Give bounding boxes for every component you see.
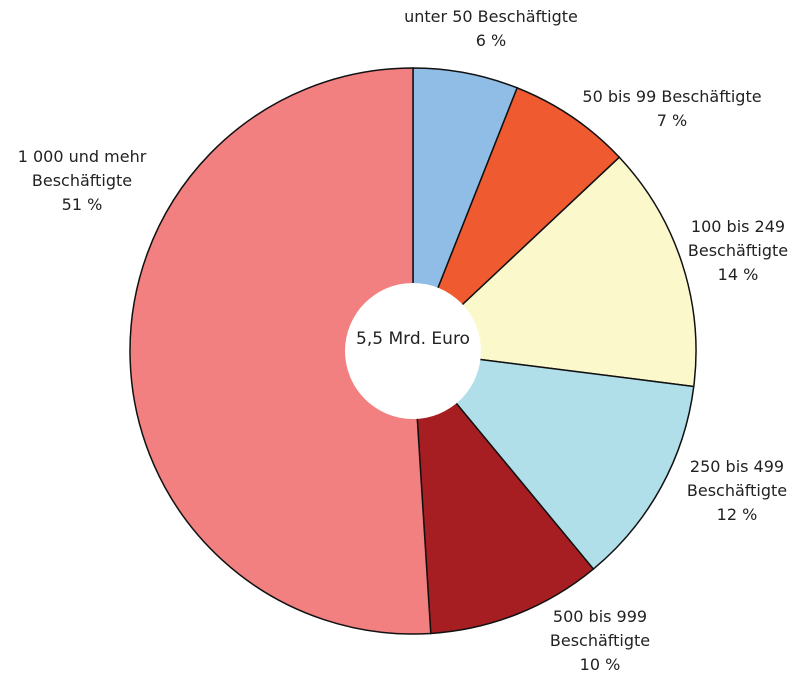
category: 1 000 und mehr Beschäftigte (17, 147, 147, 190)
category: 100 bis 249 Beschäftigte (687, 217, 789, 260)
category: unter 50 Beschäftigte (404, 7, 578, 26)
value-label: 14 % (717, 265, 759, 284)
value-label: 6 % (475, 31, 507, 50)
value-label: 10 % (579, 655, 621, 674)
slice-label: 100 bis 249 Beschäftigte 14 % (678, 215, 798, 287)
pie-slice (411, 156, 697, 388)
pie-slice (129, 67, 432, 635)
slice-label: 50 bis 99 Beschäftigte 7 % (552, 85, 792, 133)
center-label: 5,5 Mrd. Euro (356, 329, 470, 349)
category: 500 bis 999 Beschäftigte (549, 607, 651, 650)
pie-slice (411, 350, 695, 571)
category: 50 bis 99 Beschäftigte (582, 87, 762, 106)
category: 250 bis 499 Beschäftigte (686, 457, 788, 500)
center-hole (345, 283, 481, 419)
slice-label: 1 000 und mehr Beschäftigte 51 % (17, 145, 147, 217)
slice-label: 250 bis 499 Beschäftigte 12 % (677, 455, 797, 527)
value-label: 51 % (61, 195, 103, 214)
value-label: 7 % (656, 111, 688, 130)
slice-label: unter 50 Beschäftigte 6 % (371, 5, 611, 53)
value-label: 12 % (716, 505, 758, 524)
pie-slice (412, 86, 621, 352)
slice-label: 500 bis 999 Beschäftigte 10 % (540, 605, 660, 677)
pie-slice (412, 348, 595, 635)
